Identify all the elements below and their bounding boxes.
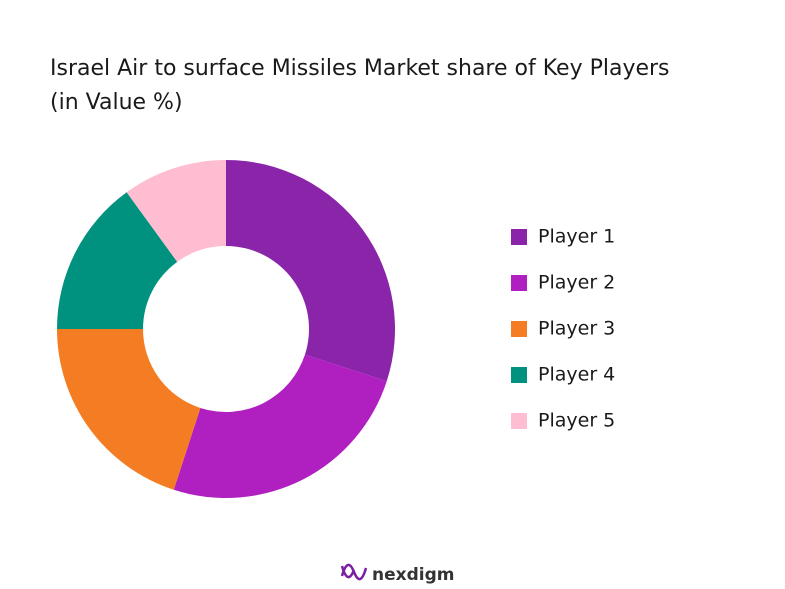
legend-swatch xyxy=(511,321,527,337)
chart-title: Israel Air to surface Missiles Market sh… xyxy=(50,56,670,115)
slice xyxy=(57,329,201,490)
slice xyxy=(173,354,387,499)
legend-swatch xyxy=(511,413,527,429)
slice xyxy=(226,160,395,382)
logo-icon xyxy=(340,563,368,581)
slice xyxy=(57,192,178,329)
legend-swatch xyxy=(511,229,527,245)
legend-swatch xyxy=(511,367,527,383)
slice xyxy=(126,160,226,262)
legend-label: Player 4 xyxy=(538,364,615,386)
legend-label: Player 1 xyxy=(538,226,615,248)
legend-label: Player 3 xyxy=(538,318,615,340)
legend-swatch xyxy=(511,275,527,291)
legend-label: Player 2 xyxy=(538,272,615,294)
legend-label: Player 5 xyxy=(538,410,615,432)
brand: nexdigm xyxy=(372,565,454,585)
